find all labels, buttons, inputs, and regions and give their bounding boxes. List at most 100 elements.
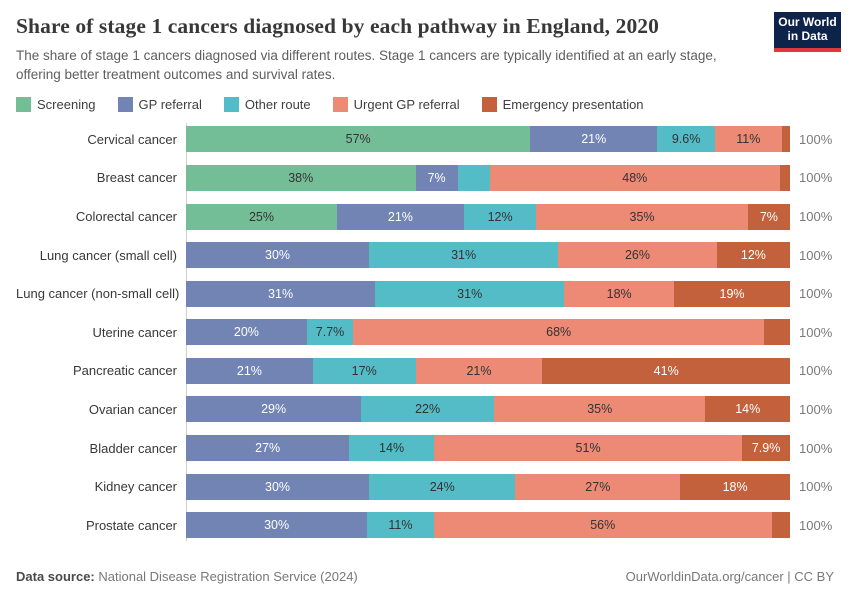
legend-item-emergency-presentation[interactable]: Emergency presentation — [481, 97, 644, 113]
chart-row: Colorectal cancer 25% 21% 12% 35% 7% 100% — [16, 203, 834, 230]
segment-value-label: 35% — [587, 402, 613, 417]
bar-segment-gp-referral[interactable]: 20% — [186, 319, 307, 346]
bar-segment-gp-referral[interactable]: 7% — [415, 164, 458, 191]
segment-value-label: 7% — [759, 209, 778, 224]
bar-segment-other-route[interactable]: 11% — [367, 512, 434, 539]
bar-segment-other-route[interactable]: 31% — [375, 280, 565, 307]
segment-value-label: 11% — [736, 132, 761, 147]
category-label: Prostate cancer — [85, 517, 177, 533]
segment-value-label: 18% — [606, 286, 632, 301]
bar-segment-urgent-gp-referral[interactable]: 21% — [415, 357, 543, 384]
bar-segment-gp-referral[interactable]: 27% — [186, 435, 350, 462]
legend-label: GP referral — [138, 97, 202, 113]
bar-segment-gp-referral[interactable]: 21% — [337, 203, 464, 230]
segment-value-label: 21% — [387, 209, 413, 224]
bar-segment-emergency-presentation[interactable]: 7.9% — [742, 435, 790, 462]
bar-segment-emergency-presentation[interactable]: 14% — [705, 396, 790, 423]
bar-segment-urgent-gp-referral[interactable]: 35% — [494, 396, 706, 423]
bar-segment-gp-referral[interactable]: 30% — [186, 512, 368, 539]
bar-segment-gp-referral[interactable]: 21% — [186, 357, 313, 384]
total-tick-label: 100% — [799, 440, 833, 456]
segment-value-label: 26% — [624, 248, 650, 263]
legend-label: Screening — [37, 97, 96, 113]
bar-segment-other-route[interactable] — [457, 164, 490, 191]
segment-value-label: 68% — [546, 325, 572, 340]
bar-segment-other-route[interactable]: 12% — [463, 203, 537, 230]
legend-swatch-other-route — [223, 97, 239, 113]
legend-swatch-gp-referral — [117, 97, 133, 113]
segment-value-label: 56% — [590, 518, 616, 533]
data-source-label: Data source: — [16, 569, 95, 584]
segment-value-label: 35% — [629, 209, 655, 224]
category-label: Kidney cancer — [94, 479, 177, 495]
license-link[interactable]: OurWorldinData.org/cancer | CC BY — [625, 569, 834, 584]
segment-value-label: 30% — [265, 479, 291, 494]
total-tick-label: 100% — [799, 170, 833, 186]
chart-title: Share of stage 1 cancers diagnosed by ea… — [16, 14, 660, 38]
bar-segment-emergency-presentation[interactable]: 18% — [680, 473, 790, 500]
category-label: Bladder cancer — [89, 440, 177, 456]
bar-segment-other-route[interactable]: 9.6% — [657, 126, 716, 153]
bar-segment-gp-referral[interactable]: 30% — [186, 473, 370, 500]
bar-segment-emergency-presentation[interactable] — [781, 126, 790, 153]
segment-value-label: 38% — [288, 170, 314, 185]
bar-segment-screening[interactable]: 57% — [186, 126, 531, 153]
bar-segment-urgent-gp-referral[interactable]: 68% — [353, 319, 765, 346]
legend-item-screening[interactable]: Screening — [16, 97, 96, 113]
chart-row: Lung cancer (small cell) 30% 31% 26% 12% 100% — [16, 242, 834, 269]
segment-value-label: 7.9% — [751, 441, 781, 456]
bar-segment-emergency-presentation[interactable]: 41% — [542, 357, 791, 384]
bar-segment-gp-referral[interactable]: 29% — [186, 396, 362, 423]
total-tick-label: 100% — [799, 517, 833, 533]
bar-segment-urgent-gp-referral[interactable]: 11% — [715, 126, 782, 153]
bar-segment-other-route[interactable]: 24% — [369, 473, 516, 500]
category-label: Lung cancer (small cell) — [39, 247, 177, 263]
bar-segment-urgent-gp-referral[interactable]: 18% — [564, 280, 675, 307]
legend-swatch-screening — [16, 97, 31, 113]
bar-segment-urgent-gp-referral[interactable]: 27% — [515, 473, 681, 500]
bar-segment-urgent-gp-referral[interactable]: 51% — [433, 435, 743, 462]
bar-segment-other-route[interactable]: 31% — [369, 242, 559, 269]
bar-segment-other-route[interactable]: 14% — [349, 435, 434, 462]
bar-segment-urgent-gp-referral[interactable]: 48% — [489, 164, 780, 191]
segment-value-label: 20% — [233, 325, 259, 340]
segment-value-label: 27% — [585, 479, 611, 494]
bar-segment-emergency-presentation[interactable] — [764, 319, 790, 346]
legend-item-urgent-gp-referral[interactable]: Urgent GP referral — [332, 97, 460, 113]
bar-segment-gp-referral[interactable]: 31% — [186, 280, 376, 307]
bar-segment-other-route[interactable]: 22% — [361, 396, 495, 423]
chart-row: Prostate cancer 30% 11% 56% 100% — [16, 512, 834, 539]
segment-value-label: 21% — [581, 132, 607, 147]
bar-segment-emergency-presentation[interactable] — [771, 512, 790, 539]
bar-segment-gp-referral[interactable]: 21% — [530, 126, 658, 153]
bar-segment-emergency-presentation[interactable]: 19% — [674, 280, 790, 307]
bar-segment-gp-referral[interactable]: 30% — [186, 242, 370, 269]
stacked-bar-chart: Cervical cancer 57% 21% 9.6% 11% 100% Breast c… — [16, 123, 834, 542]
chart-row: Kidney cancer 30% 24% 27% 18% 100% — [16, 473, 834, 500]
stacked-bar: 30% 31% 26% 12% — [186, 242, 790, 269]
segment-value-label: 18% — [722, 479, 748, 494]
category-label: Uterine cancer — [92, 324, 177, 340]
legend-item-gp-referral[interactable]: GP referral — [117, 97, 202, 113]
bar-segment-urgent-gp-referral[interactable]: 56% — [433, 512, 772, 539]
total-tick-label: 100% — [799, 401, 833, 417]
bar-segment-emergency-presentation[interactable]: 7% — [747, 203, 791, 230]
owid-logo[interactable]: Our World in Data — [774, 12, 841, 52]
total-tick-label: 100% — [799, 479, 833, 495]
chart-row: Lung cancer (non-small cell) 31% 31% 18% 19%… — [16, 280, 834, 307]
bar-segment-screening[interactable]: 38% — [186, 164, 416, 191]
bar-segment-urgent-gp-referral[interactable]: 26% — [558, 242, 717, 269]
bar-segment-other-route[interactable]: 7.7% — [306, 319, 354, 346]
bar-segment-screening[interactable]: 25% — [186, 203, 337, 230]
category-label: Cervical cancer — [87, 131, 177, 147]
bar-segment-urgent-gp-referral[interactable]: 35% — [536, 203, 748, 230]
segment-value-label: 14% — [379, 441, 405, 456]
category-label: Ovarian cancer — [88, 401, 177, 417]
bar-segment-emergency-presentation[interactable]: 12% — [716, 242, 790, 269]
bar-segment-other-route[interactable]: 17% — [312, 357, 416, 384]
legend-label: Emergency presentation — [502, 97, 644, 113]
legend-item-other-route[interactable]: Other route — [223, 97, 311, 113]
bar-segment-emergency-presentation[interactable] — [779, 164, 790, 191]
data-source-value: National Disease Registration Service (2… — [94, 569, 358, 584]
segment-value-label: 7% — [427, 170, 446, 185]
